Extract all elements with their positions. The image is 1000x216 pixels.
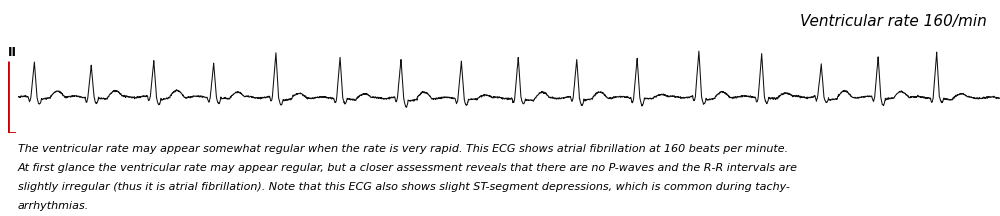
Text: II: II — [8, 46, 16, 59]
Text: Rapid atrial fibrillation: Rapid atrial fibrillation — [10, 12, 203, 30]
Text: At first glance the ventricular rate may appear regular, but a closer assessment: At first glance the ventricular rate may… — [18, 163, 798, 173]
Text: slightly irregular (thus it is atrial fibrillation). Note that this ECG also sho: slightly irregular (thus it is atrial fi… — [18, 182, 790, 192]
Text: The ventricular rate may appear somewhat regular when the rate is very rapid. Th: The ventricular rate may appear somewhat… — [18, 144, 788, 154]
Text: arrhythmias.: arrhythmias. — [18, 201, 89, 211]
Text: Ventricular rate 160/min: Ventricular rate 160/min — [800, 14, 986, 29]
